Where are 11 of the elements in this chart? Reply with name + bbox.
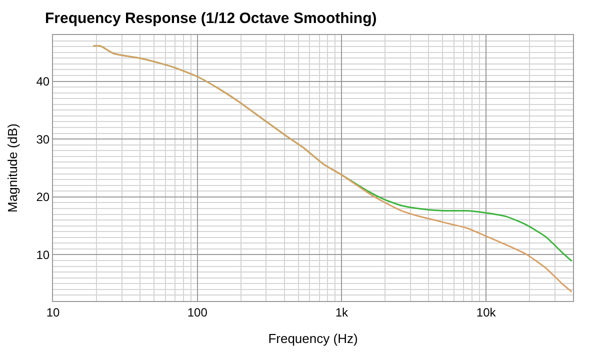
y-tick-label: 20 [36, 190, 50, 204]
x-tick-label: 100 [187, 305, 208, 320]
x-tick-label: 1k [335, 305, 350, 320]
x-tick-label: 10 [46, 305, 60, 320]
y-tick-label: 40 [36, 74, 50, 88]
chart-title: Frequency Response (1/12 Octave Smoothing) [45, 10, 377, 27]
y-tick-label: 30 [36, 132, 50, 146]
y-tick-label: 10 [36, 248, 50, 262]
x-axis-title: Frequency (Hz) [268, 331, 358, 346]
x-tick-label: 10k [476, 305, 497, 320]
y-axis-title: Magnitude (dB) [5, 124, 20, 212]
